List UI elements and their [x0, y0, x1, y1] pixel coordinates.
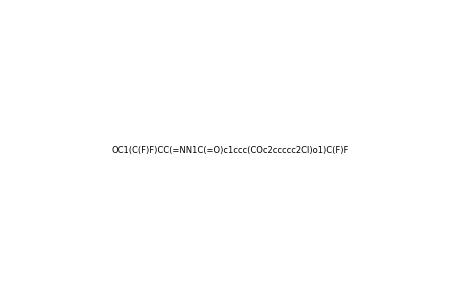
- Text: OC1(C(F)F)CC(=NN1C(=O)c1ccc(COc2ccccc2Cl)o1)C(F)F: OC1(C(F)F)CC(=NN1C(=O)c1ccc(COc2ccccc2Cl…: [111, 146, 348, 154]
